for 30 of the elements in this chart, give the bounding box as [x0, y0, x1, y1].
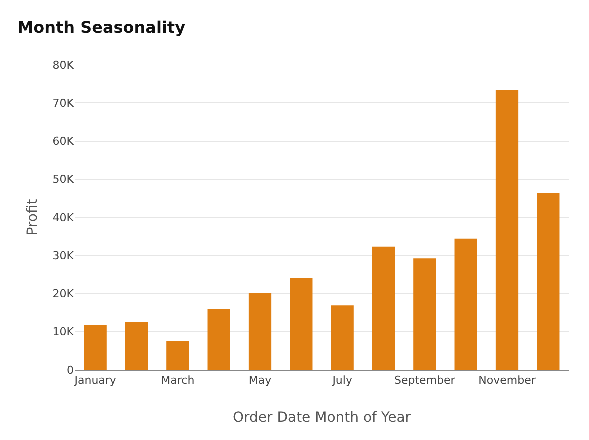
y-tick-label: 20K: [52, 288, 75, 301]
x-tick-label: January: [74, 374, 117, 388]
y-tick-label: 60K: [52, 135, 75, 148]
y-tick-label: 50K: [52, 173, 75, 186]
bar: [496, 90, 519, 370]
y-tick-label: 80K: [52, 58, 75, 72]
bar: [248, 293, 272, 370]
y-tick-label: 40K: [52, 211, 75, 224]
bar: [454, 238, 478, 370]
bar: [372, 246, 396, 370]
bar: [537, 193, 560, 370]
y-tick-label: 10K: [52, 326, 75, 339]
x-axis-title: Order Date Month of Year: [232, 410, 412, 426]
bar: [208, 309, 230, 370]
x-tick-label: November: [478, 374, 536, 388]
chart-title: Month Seasonality: [18, 18, 186, 38]
bar: [125, 322, 148, 370]
y-axis-title: Profit: [25, 198, 41, 236]
x-tick-label: September: [394, 374, 456, 388]
bar: [166, 341, 190, 370]
bar: [414, 258, 436, 370]
x-tick-label: March: [161, 374, 195, 388]
y-tick-label: 70K: [52, 96, 75, 110]
bar: [290, 278, 313, 370]
x-tick-label: May: [248, 374, 272, 388]
bar: [331, 306, 354, 370]
y-tick-label: 30K: [52, 249, 75, 262]
bar: [84, 325, 107, 370]
y-tick-label: 0: [67, 364, 74, 377]
x-tick-label: July: [332, 374, 353, 388]
